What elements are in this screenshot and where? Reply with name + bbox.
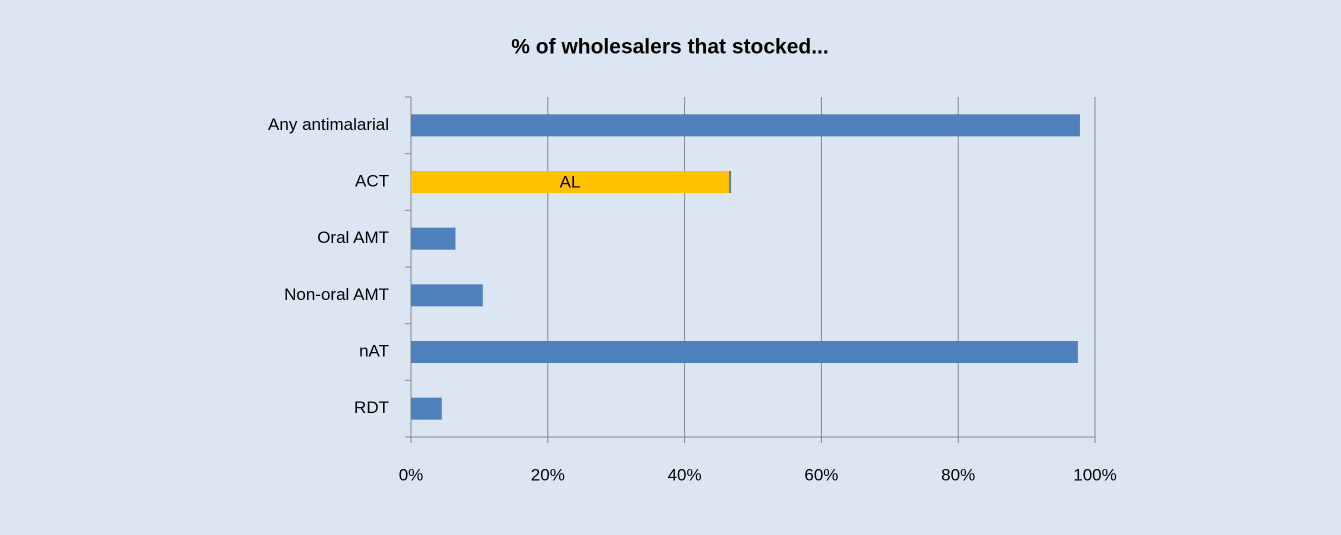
x-tick-label: 60% xyxy=(804,465,838,484)
bar-label: AL xyxy=(560,172,581,191)
y-tick-label: nAT xyxy=(359,341,389,360)
x-tick-label: 20% xyxy=(531,465,565,484)
bar xyxy=(411,227,456,250)
x-tick-label: 40% xyxy=(668,465,702,484)
y-tick-label: ACT xyxy=(355,171,389,190)
bar xyxy=(411,171,730,193)
y-tick-label: Non-oral AMT xyxy=(284,285,389,304)
bar xyxy=(411,341,1078,363)
bar xyxy=(411,114,1080,137)
x-tick-label: 100% xyxy=(1073,465,1116,484)
bar xyxy=(729,171,732,193)
y-tick-label: Oral AMT xyxy=(317,228,389,247)
bar xyxy=(411,397,442,420)
bar xyxy=(411,284,483,307)
y-tick-label: RDT xyxy=(354,398,389,417)
x-tick-label: 80% xyxy=(941,465,975,484)
chart-title: % of wholesalers that stocked... xyxy=(511,36,828,59)
x-tick-label: 0% xyxy=(399,465,424,484)
y-tick-label: Any antimalarial xyxy=(268,115,389,134)
